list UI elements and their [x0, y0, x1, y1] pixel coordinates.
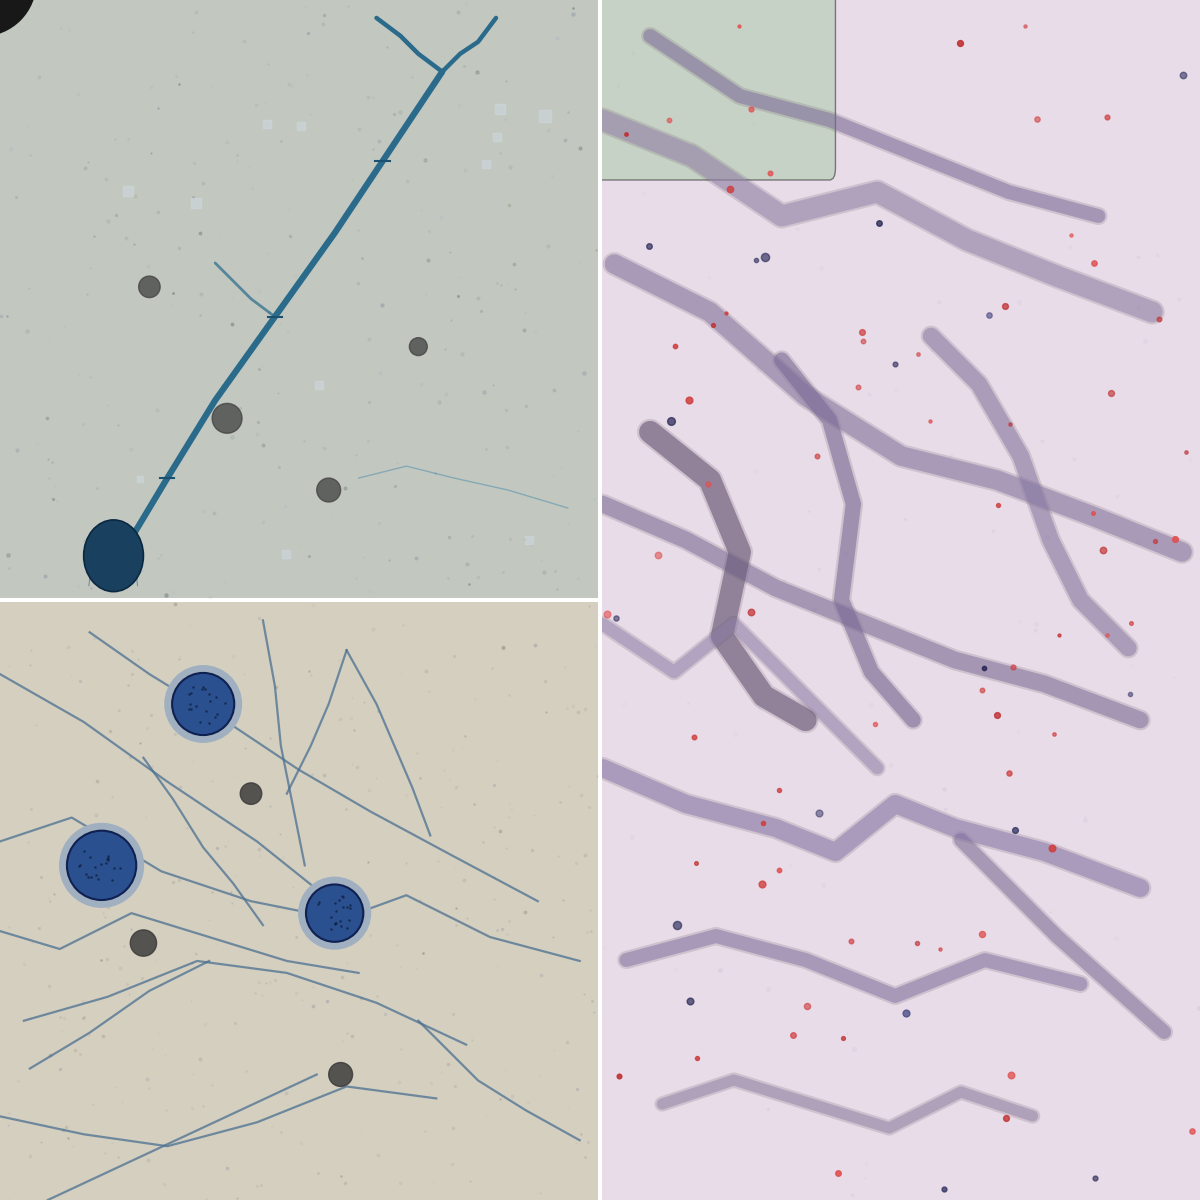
Circle shape — [212, 403, 242, 433]
Circle shape — [240, 782, 262, 804]
Circle shape — [0, 0, 36, 36]
Circle shape — [60, 823, 144, 907]
Circle shape — [139, 276, 160, 298]
Circle shape — [409, 337, 427, 355]
Circle shape — [164, 666, 241, 743]
Circle shape — [317, 478, 341, 502]
Circle shape — [172, 673, 234, 736]
Circle shape — [329, 1062, 353, 1086]
Ellipse shape — [84, 520, 144, 592]
FancyBboxPatch shape — [596, 0, 835, 180]
Circle shape — [306, 884, 364, 942]
Circle shape — [131, 930, 156, 956]
Circle shape — [299, 877, 371, 949]
Circle shape — [67, 830, 137, 900]
